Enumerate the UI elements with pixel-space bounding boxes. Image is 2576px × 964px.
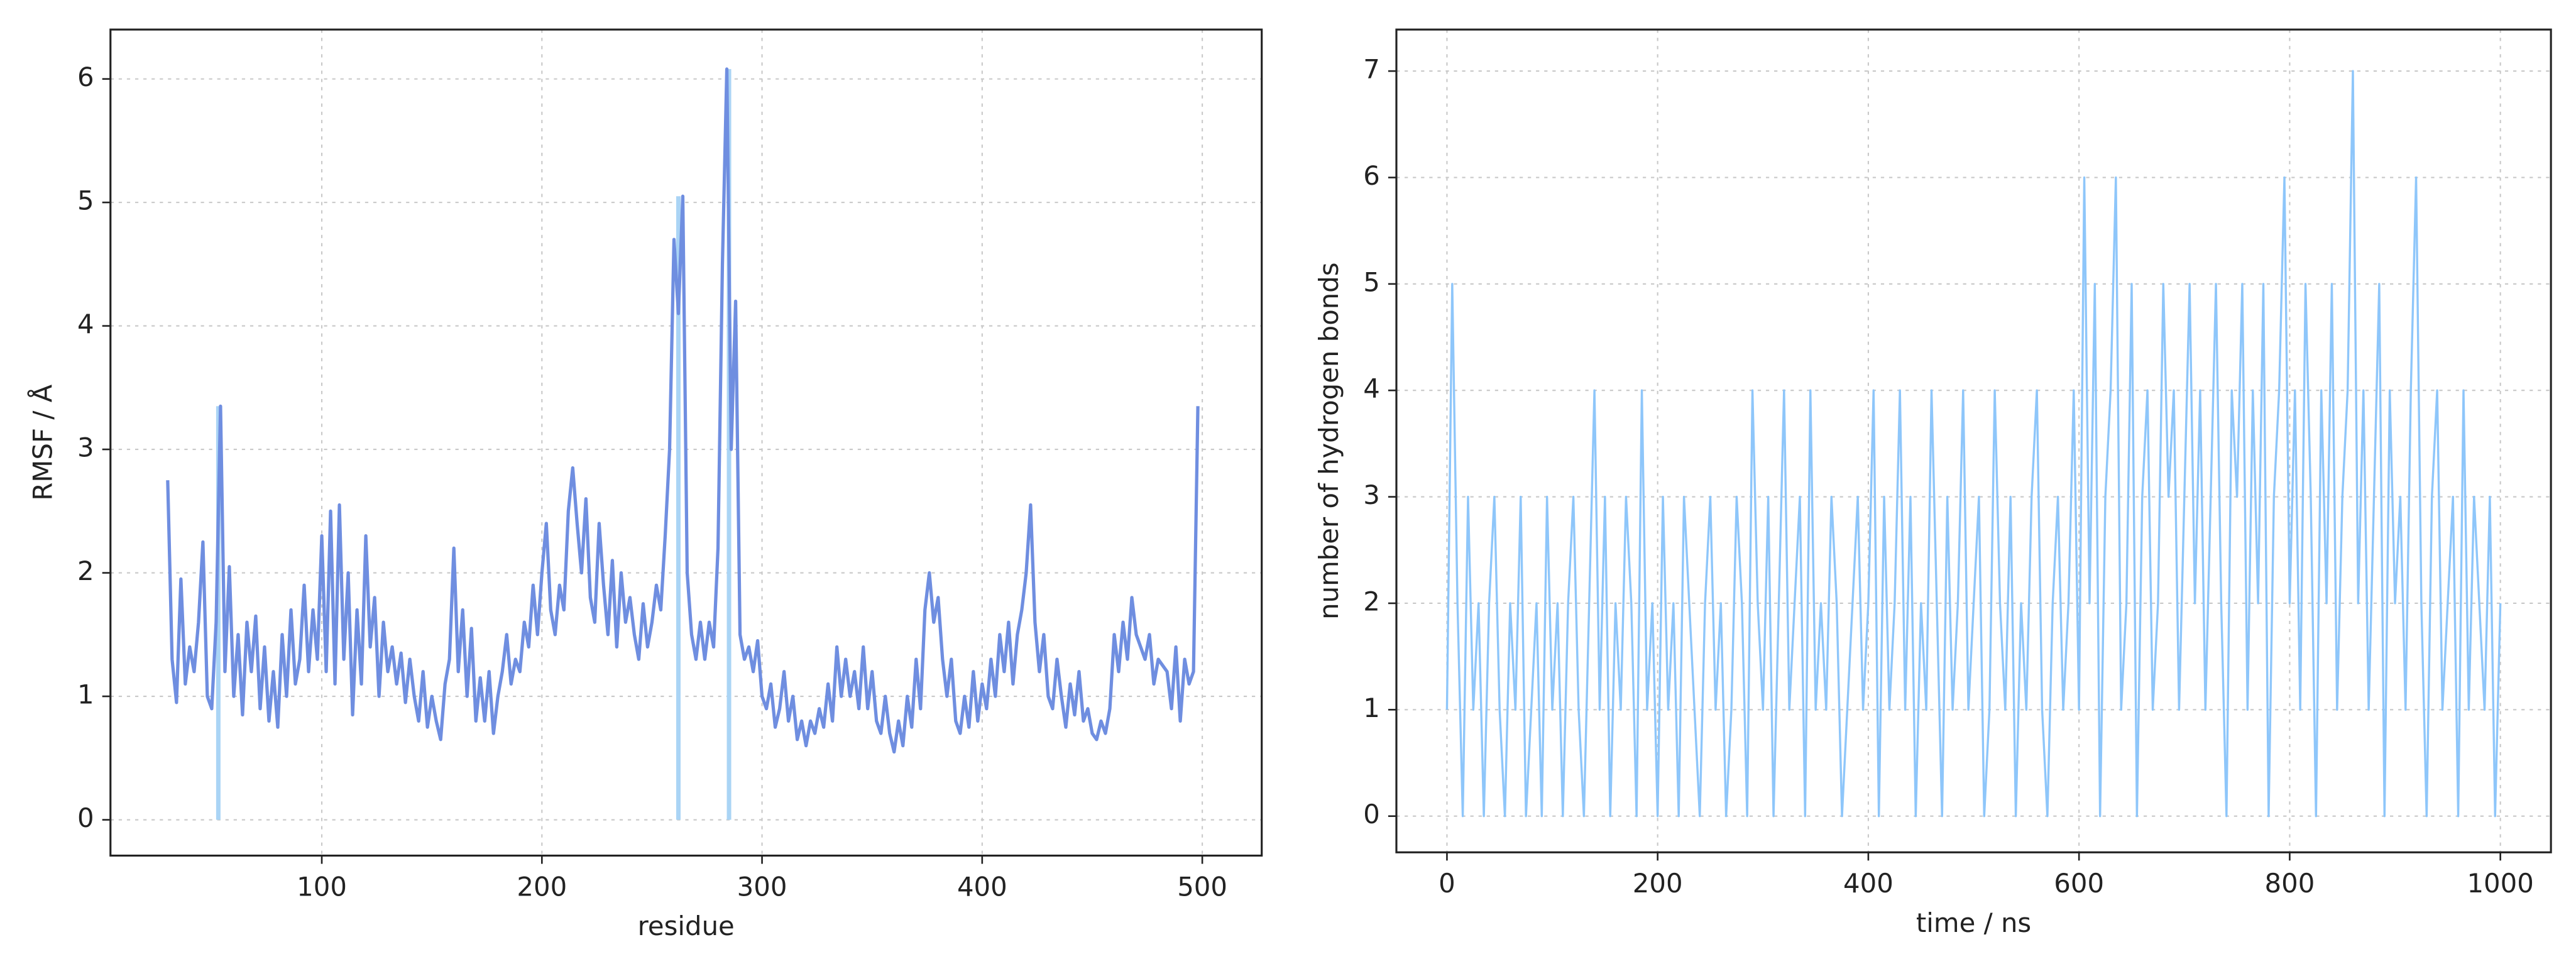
- series-line: [166, 67, 1200, 754]
- y-tick-label: 0: [77, 802, 94, 833]
- y-tick-label: 6: [77, 62, 94, 92]
- plot-frame: [1395, 28, 2552, 853]
- y-tick-label: 6: [1363, 160, 1380, 191]
- x-tick-label: 800: [2265, 868, 2315, 899]
- y-axis-label: RMSF / Å: [27, 384, 58, 500]
- y-tick-label: 5: [77, 185, 94, 216]
- y-tick-label: 2: [77, 556, 94, 586]
- y-tick-label: 4: [1363, 373, 1380, 404]
- highlight-bar: [676, 196, 681, 820]
- x-tick-label: 200: [517, 871, 567, 902]
- x-tick-label: 400: [957, 871, 1007, 902]
- x-tick-label: 500: [1177, 871, 1227, 902]
- y-axis-label: number of hydrogen bonds: [1313, 262, 1344, 620]
- y-tick-label: 1: [1363, 693, 1380, 723]
- y-tick-label: 1: [77, 679, 94, 710]
- highlight-bar: [726, 68, 732, 820]
- y-tick-label: 4: [77, 309, 94, 339]
- x-tick-label: 100: [297, 871, 347, 902]
- y-tick-label: 7: [1363, 54, 1380, 85]
- x-axis-label: time / ns: [1916, 907, 2031, 938]
- x-tick-label: 300: [737, 871, 787, 902]
- y-tick-label: 3: [77, 432, 94, 463]
- highlight-bar: [216, 406, 221, 820]
- y-tick-label: 3: [1363, 479, 1380, 510]
- x-tick-label: 400: [1843, 868, 1894, 899]
- y-tick-label: 2: [1363, 586, 1380, 616]
- series-line: [1445, 70, 2502, 818]
- x-tick-label: 200: [1633, 868, 1683, 899]
- y-tick-label: 5: [1363, 266, 1380, 297]
- y-tick-label: 0: [1363, 799, 1380, 830]
- x-tick-label: 600: [2054, 868, 2104, 899]
- x-axis-label: residue: [638, 911, 735, 941]
- x-tick-label: 0: [1439, 868, 1455, 899]
- x-tick-label: 1000: [2467, 868, 2533, 899]
- plot-frame: [109, 28, 1263, 857]
